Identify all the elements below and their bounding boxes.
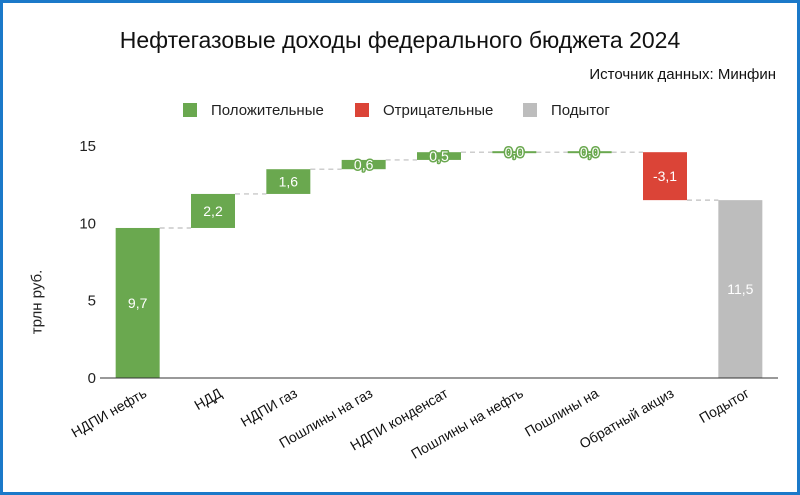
bar-positive [567,151,612,154]
data-label: 2,2 [203,203,223,219]
bar-positive [417,152,461,160]
data-label: 0,0 [505,144,525,160]
legend-swatch-positive [183,103,197,117]
x-category-label: НДПИ газ [238,385,300,430]
legend-label-subtotal: Подытог [551,101,610,119]
legend-swatch-negative [355,103,369,117]
x-category-label: НДПИ нефть [68,385,149,441]
bar-positive [191,193,235,228]
bar-subtotal [718,200,763,378]
bar-negative [643,152,687,201]
data-label: 9,7 [128,295,148,311]
y-tick-label: 0 [88,370,96,387]
bar-positive [266,169,311,194]
data-label: 0,0 [580,144,600,160]
bar-positive [115,227,160,378]
data-label: -3,1 [653,168,677,184]
legend-item-positive: Положительные [183,100,324,120]
x-category-label: Подытог [696,385,752,426]
legend-label-positive: Положительные [211,101,324,119]
bar-positive [492,151,537,154]
legend: Положительные Отрицательные Подытог [0,100,800,120]
legend-swatch-subtotal [523,103,537,117]
y-tick-label: 10 [79,215,96,232]
chart-title: Нефтегазовые доходы федерального бюджета… [119,27,681,53]
data-label: 11,5 [727,281,753,297]
y-tick-label: 5 [88,293,96,310]
bar-positive [341,159,386,170]
data-label: 0,5 [429,148,449,164]
legend-label-negative: Отрицательные [383,101,494,119]
legend-item-negative: Отрицательные [355,100,493,120]
x-category-label: НДД [191,384,225,413]
legend-item-subtotal: Подытог [523,100,610,120]
source-note: Источник данных: Минфин [589,66,776,83]
data-label: 1,6 [279,174,299,190]
y-tick-label: 15 [79,138,96,155]
data-label: 0,6 [354,157,374,173]
